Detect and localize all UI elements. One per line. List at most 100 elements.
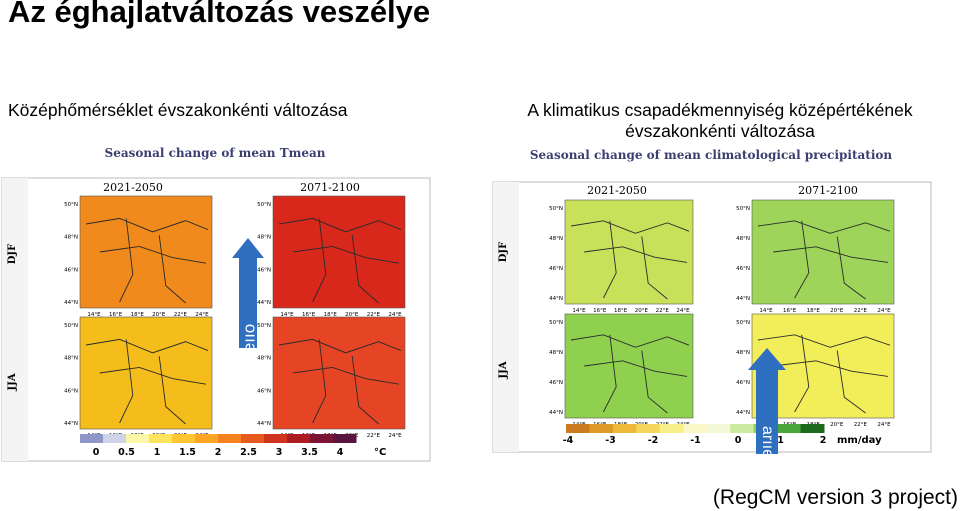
lat-label: 46°N	[549, 380, 563, 386]
map-panel: 50°N48°N46°N44°N14°E16°E18°E20°E22°E24°E	[549, 313, 694, 428]
colorbar-swatch	[706, 424, 731, 433]
lat-label: 44°N	[64, 300, 78, 306]
lon-label: 18°E	[324, 312, 338, 318]
lon-label: 16°E	[593, 308, 607, 314]
lat-label: 48°N	[736, 350, 750, 356]
lat-label: 50°N	[64, 323, 78, 329]
lon-label: 22°E	[854, 422, 868, 428]
colorbar-swatch	[287, 434, 311, 443]
lat-label: 46°N	[257, 388, 271, 394]
colorbar-swatch	[636, 424, 661, 433]
colorbar-tick: -4	[563, 435, 574, 446]
left-caption: Középhőmérséklet évszakonkénti változása	[8, 100, 348, 120]
lon-label: 22°E	[367, 433, 381, 439]
precipitation-colorbar: -4 -3 -2 -1 0 1 2	[563, 424, 827, 446]
lat-label: 46°N	[64, 267, 78, 273]
colorbar-tick: 4	[337, 447, 344, 458]
period-label-2071-2100: 2071-2100	[798, 184, 858, 197]
lat-label: 44°N	[549, 410, 563, 416]
colorbar-swatch	[149, 434, 173, 443]
colorbar-swatch	[310, 434, 334, 443]
colorbar-tick: 2.5	[240, 447, 257, 458]
lon-label: 22°E	[174, 312, 188, 318]
lon-label: 14°E	[87, 312, 101, 318]
lat-label: 48°N	[257, 356, 271, 362]
lat-label: 50°N	[549, 320, 563, 326]
lon-label: 24°E	[388, 312, 402, 318]
lon-label: 18°E	[807, 308, 821, 314]
lat-label: 48°N	[736, 236, 750, 242]
lon-label: 16°E	[783, 308, 797, 314]
lat-label: 48°N	[64, 356, 78, 362]
lat-label: 50°N	[257, 323, 271, 329]
colorbar-tick: 1.5	[179, 447, 196, 458]
colorbar-swatch	[683, 424, 708, 433]
lon-label: 22°E	[367, 312, 381, 318]
lon-label: 20°E	[345, 312, 359, 318]
lat-label: 50°N	[736, 320, 750, 326]
lon-label: 18°E	[131, 312, 145, 318]
lat-label: 48°N	[64, 235, 78, 241]
lon-label: 14°E	[280, 312, 294, 318]
down-arrow-icon: əııɹɐ	[748, 348, 786, 454]
lon-label: 16°E	[109, 312, 123, 318]
colorbar-tick: 1	[154, 447, 161, 458]
arrow-label: əııɹɐ	[759, 426, 776, 454]
lat-label: 46°N	[257, 267, 271, 273]
temperature-figure-title: Seasonal change of mean Tmean	[105, 146, 326, 160]
lon-label: 14°E	[759, 308, 773, 314]
colorbar-tick: 2	[820, 435, 827, 446]
lon-label: 18°E	[614, 308, 628, 314]
season-label-djf: DJF	[498, 242, 509, 263]
colorbar-swatch	[612, 424, 637, 433]
colorbar-tick: 3.5	[301, 447, 318, 458]
lat-label: 44°N	[736, 296, 750, 302]
temperature-colorbar: 0 0.5 1 1.5 2 2.5 3 3.5 4	[80, 434, 357, 458]
right-caption: A klimatikus csapadékmennyiség középérté…	[527, 100, 913, 141]
season-label-jja: JJA	[498, 361, 509, 379]
lon-label: 20°E	[830, 422, 844, 428]
lon-label: 22°E	[656, 308, 670, 314]
colorbar-swatch	[195, 434, 219, 443]
lon-label: 24°E	[388, 433, 402, 439]
slide-title: Az éghajlatváltozás veszélye	[8, 0, 431, 29]
lon-label: 20°E	[635, 308, 649, 314]
up-arrow-icon: eııo	[232, 238, 264, 352]
lat-label: 50°N	[736, 206, 750, 212]
lon-label: 20°E	[830, 308, 844, 314]
colorbar-unit: mm/day	[837, 435, 882, 446]
season-label-strip	[2, 178, 28, 461]
colorbar-swatch	[730, 424, 755, 433]
period-label-2071-2100: 2071-2100	[300, 181, 360, 194]
colorbar-swatch	[126, 434, 150, 443]
season-label-djf: DJF	[7, 244, 18, 265]
colorbar-swatch	[566, 424, 590, 433]
lon-label: 20°E	[152, 312, 166, 318]
colorbar-swatch	[172, 434, 196, 443]
colorbar-tick: -1	[690, 435, 701, 446]
lat-label: 44°N	[64, 421, 78, 427]
lon-label: 24°E	[877, 422, 891, 428]
colorbar-swatch	[103, 434, 127, 443]
lat-label: 48°N	[549, 350, 563, 356]
colorbar-swatch	[264, 434, 288, 443]
precipitation-figure: Seasonal change of mean climatological p…	[492, 142, 934, 454]
lat-label: 44°N	[736, 410, 750, 416]
lat-label: 50°N	[549, 206, 563, 212]
lon-label: 22°E	[854, 308, 868, 314]
lat-label: 44°N	[257, 421, 271, 427]
lon-label: 24°E	[676, 308, 690, 314]
lat-label: 46°N	[736, 266, 750, 272]
colorbar-swatch	[80, 434, 104, 443]
colorbar-swatch	[800, 424, 825, 433]
lat-label: 50°N	[257, 202, 271, 208]
temperature-maps: 50°N 48°N 46°N 44°N 14°E 16°E 18°E 20°E 22°E 24°E…	[64, 195, 406, 439]
lon-label: 16°E	[302, 312, 316, 318]
lat-label: 46°N	[64, 388, 78, 394]
colorbar-swatch	[218, 434, 242, 443]
colorbar-swatch	[659, 424, 684, 433]
lon-label: 14°E	[572, 308, 586, 314]
lat-label: 44°N	[549, 296, 563, 302]
